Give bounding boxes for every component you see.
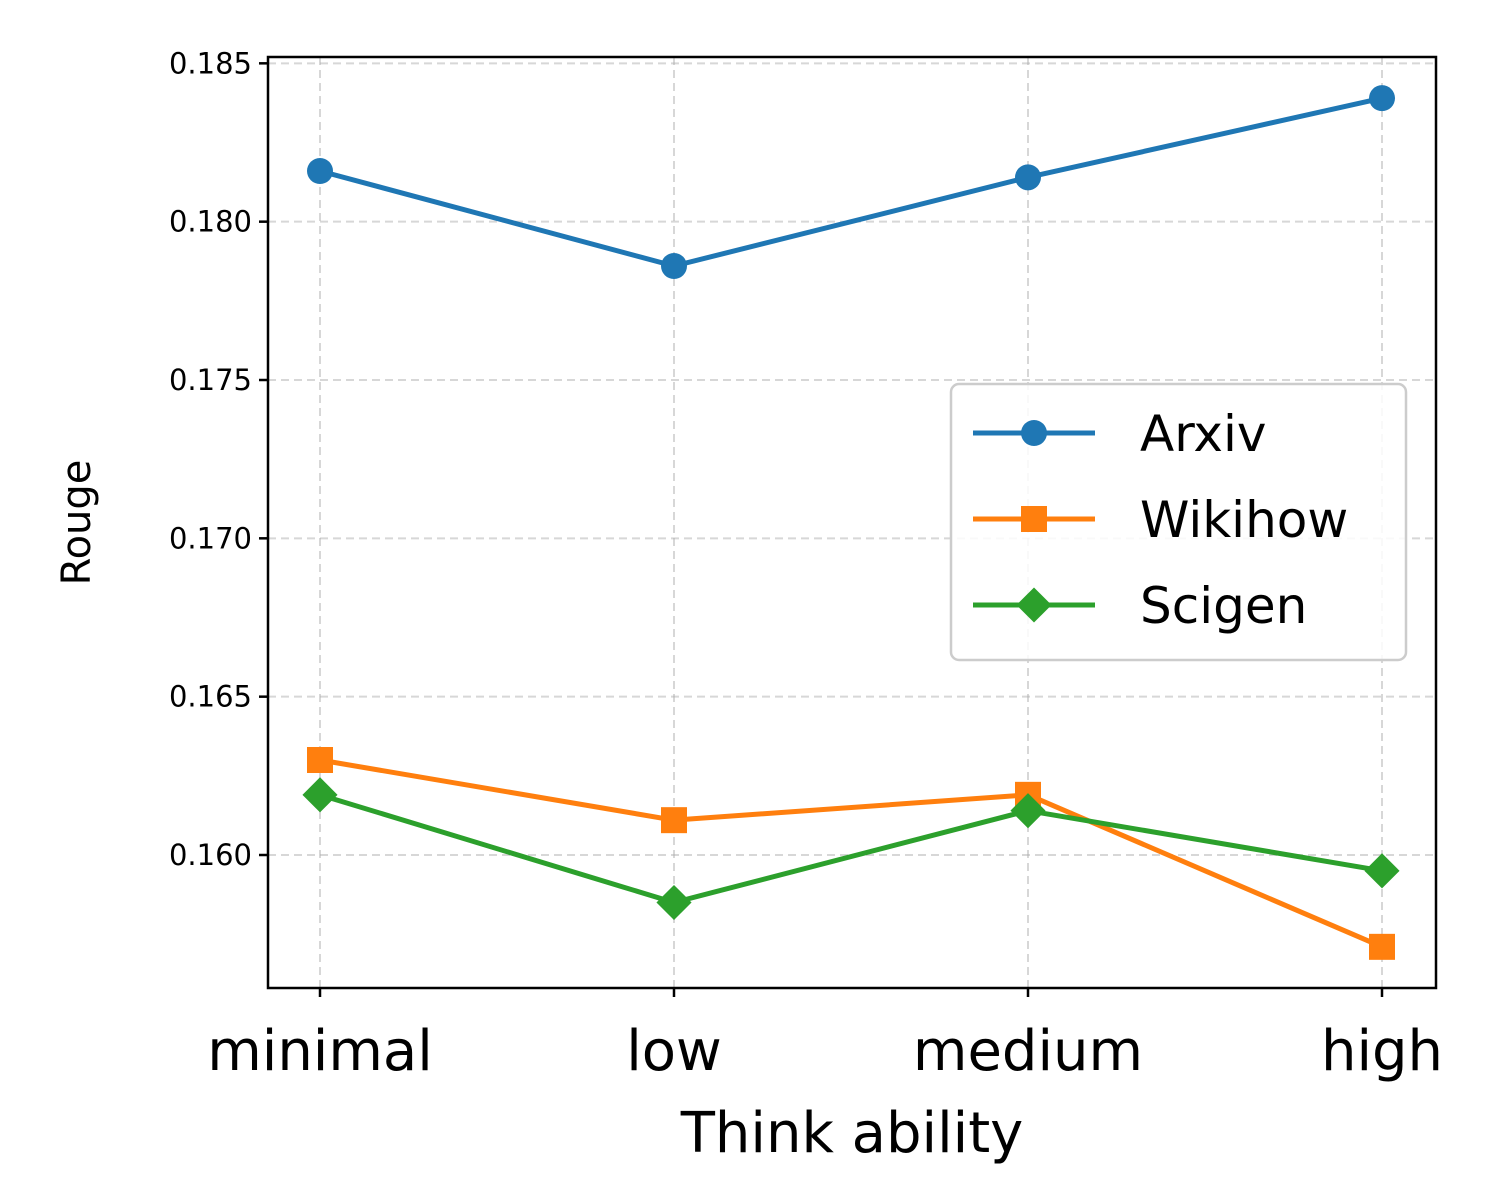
data-point-scigen (1364, 853, 1400, 889)
y-axis-label: Rouge (54, 460, 100, 586)
data-point-scigen (302, 777, 338, 813)
legend: Arxiv Wikihow Scigen (949, 382, 1408, 662)
series-scigen (302, 777, 1400, 921)
series-line-wikihow (317, 757, 1385, 950)
legend-entry-arxiv: Arxiv (973, 405, 1267, 463)
y-axis-ticks: 0.160 0.165 0.170 0.175 0.180 0.185 (169, 46, 268, 872)
series-lines (302, 85, 1400, 960)
legend-entry-scigen: Scigen (973, 577, 1307, 635)
x-tick-label: minimal (207, 1019, 433, 1084)
y-tick-label: 0.180 (169, 205, 252, 239)
data-point-scigen (1010, 793, 1046, 829)
x-tick-label: medium (913, 1019, 1143, 1084)
legend-marker-scigen (1016, 587, 1052, 623)
data-point-scigen (656, 884, 692, 921)
data-point-wikihow (307, 747, 333, 773)
data-point-wikihow (1369, 933, 1395, 960)
y-tick-label: 0.170 (169, 521, 252, 555)
x-tick-label: high (1321, 1019, 1443, 1084)
legend-label-arxiv: Arxiv (1140, 405, 1267, 463)
x-axis-ticks: minimal low medium high (207, 988, 1443, 1084)
legend-marker-arxiv (1021, 420, 1047, 446)
data-point-arxiv (661, 253, 687, 279)
legend-entry-wikihow: Wikihow (973, 491, 1348, 549)
y-tick-label: 0.175 (169, 363, 252, 397)
series-wikihow (307, 747, 1395, 960)
plot-frame (266, 55, 1438, 990)
legend-marker-wikihow (1021, 506, 1047, 532)
series-arxiv (307, 85, 1395, 279)
data-point-arxiv (1369, 85, 1395, 112)
x-tick-label: low (626, 1019, 722, 1084)
data-point-wikihow (661, 807, 687, 834)
legend-box (949, 382, 1408, 662)
y-tick-label: 0.165 (169, 680, 252, 714)
data-point-arxiv (1015, 164, 1041, 191)
legend-label-scigen: Scigen (1140, 577, 1307, 635)
series-line-scigen (317, 792, 1385, 905)
y-tick-label: 0.160 (169, 838, 252, 872)
series-line-arxiv (317, 95, 1385, 269)
legend-label-wikihow: Wikihow (1140, 491, 1348, 549)
x-axis-label: Think ability (680, 1101, 1024, 1166)
y-tick-label: 0.185 (169, 46, 252, 80)
data-point-arxiv (307, 158, 333, 184)
